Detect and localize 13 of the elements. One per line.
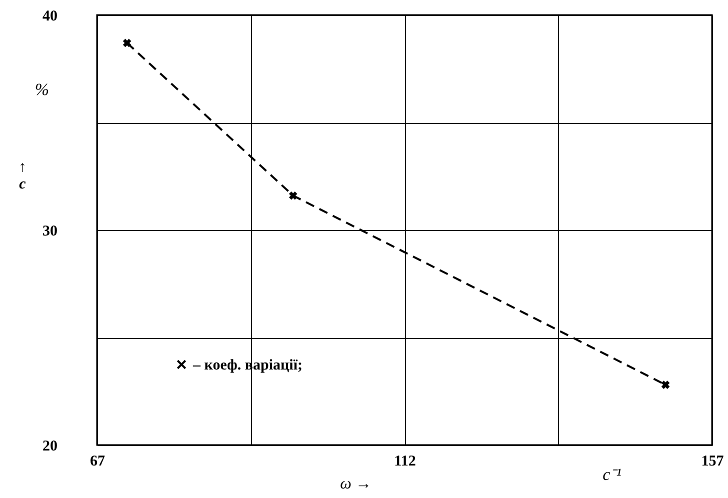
point — [122, 38, 132, 48]
y-tick-label: 20 — [42, 438, 58, 454]
text: % — [34, 80, 50, 99]
y-tick-label: 30 — [42, 224, 58, 240]
x-tick-label: 112 — [394, 454, 416, 470]
x-tick-label: 67 — [90, 454, 106, 470]
x-tick-label: 157 — [701, 454, 724, 470]
point — [661, 380, 670, 389]
y-tick-label: 40 — [42, 8, 58, 24]
point — [288, 191, 298, 200]
text: c⁻¹ — [602, 465, 622, 484]
x-axis-title: ω → — [340, 476, 372, 492]
y-axis-title: ↑ c — [18, 160, 26, 193]
